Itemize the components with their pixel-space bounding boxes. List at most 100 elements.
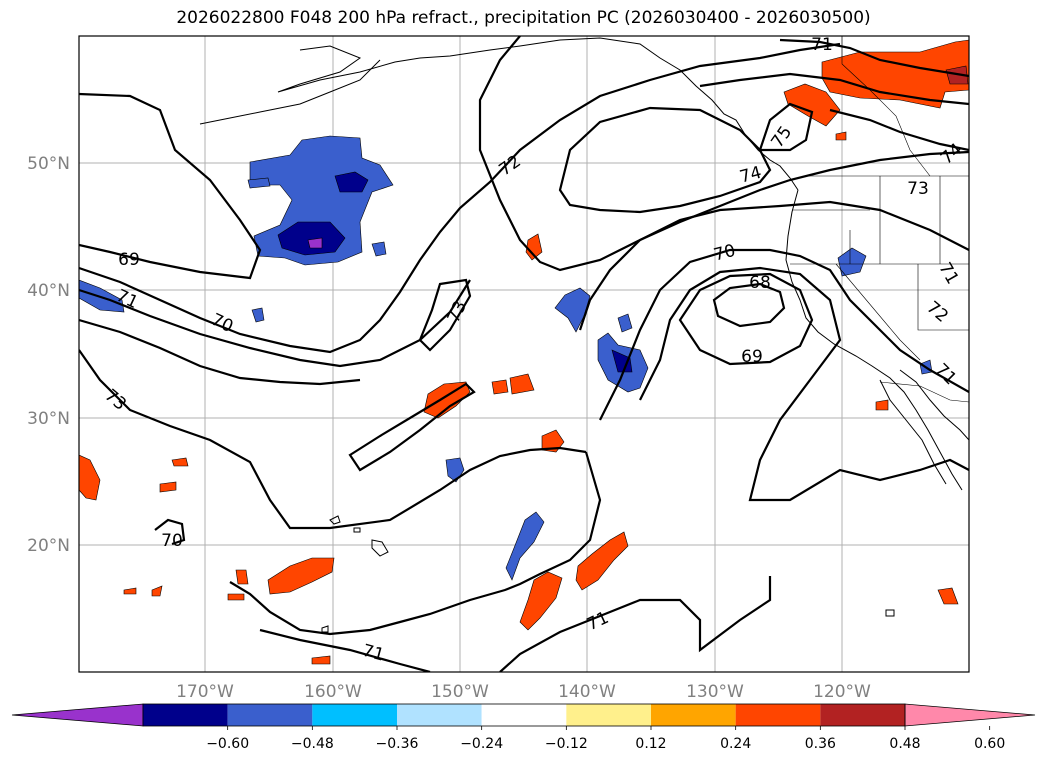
contour-line [348,382,476,472]
coastline-baja [879,379,947,485]
precip-pos-area [575,531,629,591]
colorbar-box [312,704,397,726]
contour-line [79,42,841,354]
precip-pos-area [227,593,245,601]
precip-neg-area [277,221,346,256]
contour-line [639,266,969,502]
colorbar-tick-label: 0.48 [889,736,920,752]
precip-pos-area [875,399,889,411]
precip-neg-area [617,313,633,333]
colorbar-tick-label: 0.12 [635,736,666,752]
colorbar-frame [142,703,906,727]
colorbar-box [397,704,482,726]
contour-line [418,278,472,352]
contour-line [758,102,814,152]
lon-label-160w: 160°W [304,682,362,702]
precip-negative-areas [79,135,933,581]
coastline-alaska-peninsula [199,59,381,125]
contour-label: 69 [118,250,140,270]
contour-line [829,108,969,152]
lon-label-120w: 120°W [813,682,871,702]
colorbar-extend-high [904,703,1036,727]
contour-line [229,451,602,636]
contour-label: 73 [907,179,929,199]
lat-label-40n: 40°N [27,281,70,301]
colorbar-tick-label: 0.24 [720,736,751,752]
colorbar: −0.60 −0.48 −0.36 −0.24 −0.12 0.12 0.24 0.36 0.4… [11,703,1036,752]
colorbar-box [143,704,228,726]
precip-pos-area [159,481,177,493]
contour-line [79,349,587,530]
lon-label-150w: 150°W [431,682,489,702]
colorbar-box [566,704,651,726]
colorbar-tick-label: 0.60 [974,736,1005,752]
contour-label: 69 [741,347,763,367]
precip-pos-area [783,83,841,127]
precip-neg-area [554,287,591,333]
colorbar-box [820,704,905,726]
precip-pos-area [235,569,249,585]
colorbar-box [481,704,567,726]
colorbar-box [735,704,821,726]
coastline-island [321,625,329,633]
lon-label-140w: 140°W [558,682,616,702]
lat-label-50n: 50°N [27,154,70,174]
precip-neg-area [307,237,323,249]
map-background [79,36,969,672]
contour-line [779,38,969,78]
colorbar-tick-label: 0.36 [805,736,836,752]
contour-line [678,272,814,366]
contour-line [578,200,969,331]
contour-line [79,318,361,386]
precip-neg-area [251,307,265,323]
contour-line [154,518,186,546]
precip-pos-area [835,131,847,141]
border-state [790,176,969,331]
precip-neg-area [79,279,125,313]
precip-pos-area [821,39,969,109]
precip-neg-area [505,511,545,581]
political-borders [790,36,969,403]
refractivity-contours [79,36,969,672]
contour-line [259,628,431,672]
precip-pos-area [937,587,959,605]
lat-label-20n: 20°N [27,536,70,556]
precip-neg-area [247,177,271,189]
coastlines [199,37,969,633]
coastline-island [885,609,895,617]
colorbar-tick-label: −0.12 [545,736,588,752]
contour-line [558,106,772,214]
colorbar-tick-label: −0.60 [206,736,249,752]
contour-line [79,279,471,368]
contour-line [712,282,786,328]
contour-line [499,576,772,672]
precip-pos-area [79,454,101,501]
precip-pos-area [123,587,137,595]
colorbar-box [227,704,313,726]
precip-pos-area [525,233,543,261]
colorbar-tick-label: −0.36 [376,736,419,752]
border-state [835,263,921,361]
page-title: 2026022800 F048 200 hPa refract., precip… [176,8,871,28]
coastline-hawaii [329,515,389,557]
colorbar-tick-label: −0.24 [460,736,503,752]
precip-pos-area [491,379,509,395]
contour-line [699,72,969,106]
border-alaska-canada [841,36,931,177]
contour-line [478,36,969,272]
contour-label: 68 [749,273,771,293]
lat-label-30n: 30°N [27,409,70,429]
precip-positive-areas [79,39,969,665]
precip-pos-area [151,585,163,597]
contour-label: 71 [811,35,833,55]
colorbar-extend-low [11,703,144,727]
precip-pos-area [519,571,563,631]
border-us-mexico [879,381,969,403]
lon-label-170w: 170°W [176,682,234,702]
precip-pos-area [267,557,335,595]
precip-neg-area [371,241,387,257]
map-frame [78,35,970,673]
lon-label-130w: 130°W [686,682,744,702]
contour-label: 70 [161,531,183,551]
